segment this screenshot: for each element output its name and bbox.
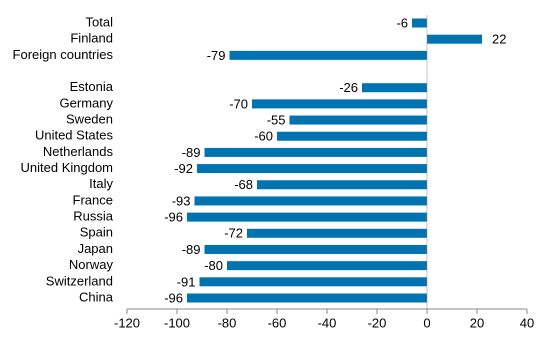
x-tick-label: -100 xyxy=(164,315,190,330)
y-tick-label: Italy xyxy=(89,176,113,191)
bar xyxy=(427,34,482,44)
bar xyxy=(204,147,427,157)
x-tick-label: -80 xyxy=(218,315,237,330)
y-tick-label: France xyxy=(73,192,113,207)
y-tick-label: United Kingdom xyxy=(21,160,114,175)
bar xyxy=(412,18,427,28)
x-tick-label: -40 xyxy=(318,315,337,330)
x-tick-label: 40 xyxy=(520,315,534,330)
bar xyxy=(187,293,427,303)
y-tick-label: Foreign countries xyxy=(13,47,114,62)
bar xyxy=(257,180,427,190)
y-tick-label: Estonia xyxy=(70,79,114,94)
value-label: -6 xyxy=(396,15,408,30)
bar xyxy=(289,115,427,125)
y-tick-label: Netherlands xyxy=(43,144,114,159)
value-label: -89 xyxy=(182,242,201,257)
y-tick-label: Sweden xyxy=(66,111,113,126)
x-tick-label: 20 xyxy=(470,315,484,330)
y-tick-label: China xyxy=(79,289,114,304)
value-label: -96 xyxy=(164,210,183,225)
bar xyxy=(229,50,427,60)
x-tick-label: -20 xyxy=(368,315,387,330)
y-tick-label: Finland xyxy=(70,31,113,46)
value-label: -79 xyxy=(207,48,226,63)
value-label: 22 xyxy=(492,32,506,47)
x-tick-label: 0 xyxy=(423,315,430,330)
value-label: -70 xyxy=(229,96,248,111)
value-label: -55 xyxy=(267,112,286,127)
value-label: -92 xyxy=(174,161,193,176)
value-label: -26 xyxy=(339,80,358,95)
value-label: -80 xyxy=(204,258,223,273)
bar xyxy=(247,228,427,238)
bar xyxy=(194,196,427,206)
bar xyxy=(199,277,427,287)
value-label: -93 xyxy=(172,193,191,208)
bar xyxy=(362,83,427,93)
value-label: -60 xyxy=(254,129,273,144)
bar xyxy=(197,164,427,174)
y-tick-label: Spain xyxy=(80,225,113,240)
y-tick-label: Russia xyxy=(73,209,114,224)
y-tick-label: Germany xyxy=(60,95,114,110)
x-tick-label: -120 xyxy=(114,315,140,330)
bar xyxy=(187,212,427,222)
value-label: -91 xyxy=(177,274,196,289)
bar xyxy=(204,244,427,254)
x-tick-label: -60 xyxy=(268,315,287,330)
value-label: -96 xyxy=(164,290,183,305)
y-tick-label: Switzerland xyxy=(46,273,113,288)
y-tick-label: Japan xyxy=(78,241,113,256)
y-tick-label: United States xyxy=(35,128,114,143)
value-label: -72 xyxy=(224,226,243,241)
bar xyxy=(227,261,427,271)
y-tick-label: Total xyxy=(86,14,114,29)
bar xyxy=(252,99,427,109)
value-label: -89 xyxy=(182,145,201,160)
y-tick-label: Norway xyxy=(69,257,114,272)
bar xyxy=(277,131,427,141)
value-label: -68 xyxy=(234,177,253,192)
